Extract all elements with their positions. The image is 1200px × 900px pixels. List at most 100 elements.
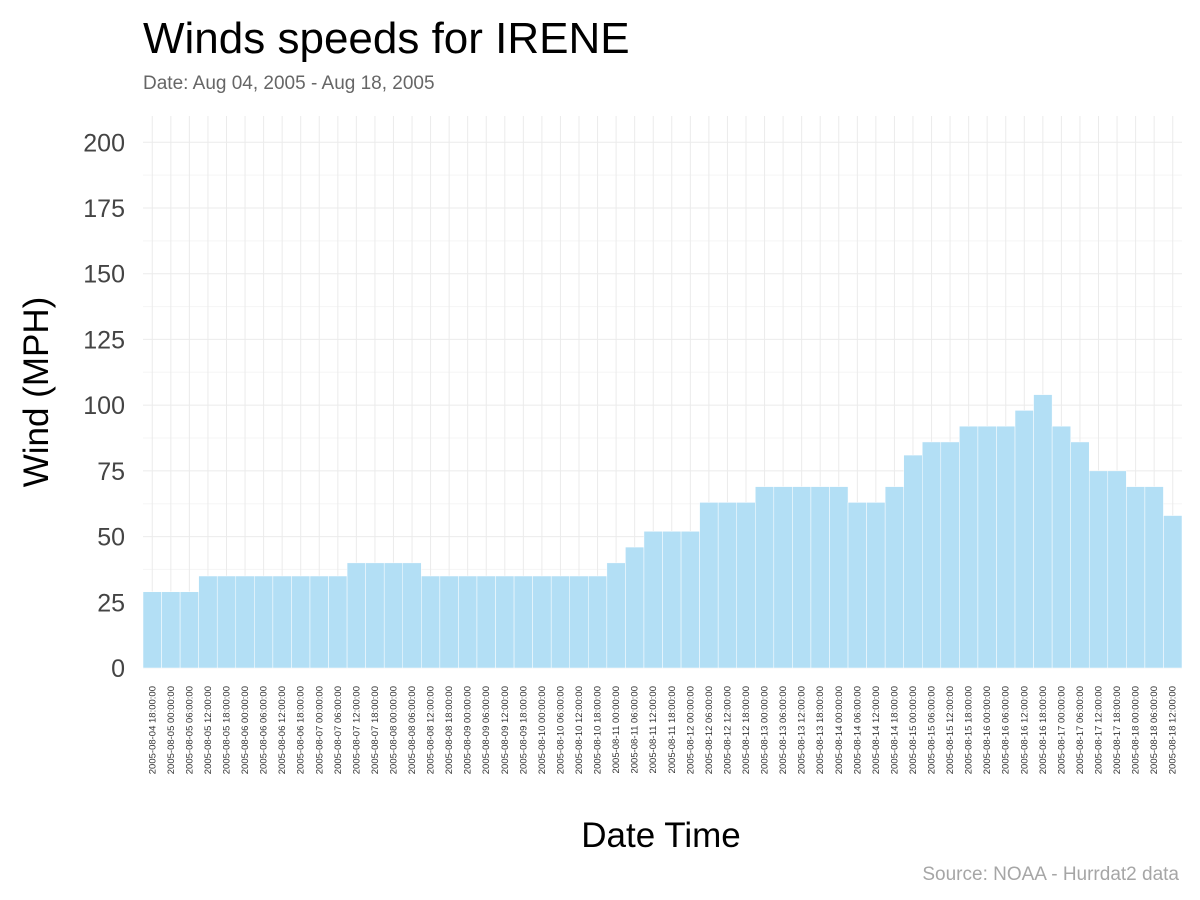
x-tick-label: 2005-08-11 06:00:00 <box>630 686 641 774</box>
x-tick-label: 2005-08-15 18:00:00 <box>964 686 975 774</box>
bar <box>365 562 385 669</box>
x-tick-label: 2005-08-13 06:00:00 <box>778 686 789 774</box>
x-tick-label: 2005-08-14 12:00:00 <box>871 686 882 774</box>
bar <box>940 441 960 669</box>
y-tick-label: 125 <box>83 326 125 354</box>
x-tick-label: 2005-08-07 12:00:00 <box>351 686 362 774</box>
bar <box>736 502 756 669</box>
x-tick-label: 2005-08-09 18:00:00 <box>518 686 529 774</box>
x-tick-label: 2005-08-10 12:00:00 <box>574 686 585 774</box>
x-tick-label: 2005-08-11 18:00:00 <box>667 686 678 774</box>
y-axis-title: Wind (MPH) <box>17 297 56 488</box>
bar <box>1014 410 1034 669</box>
bar <box>717 502 737 669</box>
bar <box>810 486 830 669</box>
bar <box>513 575 533 669</box>
bar <box>1107 470 1127 669</box>
bar <box>1126 486 1146 669</box>
bar <box>903 454 923 669</box>
x-tick-label: 2005-08-07 06:00:00 <box>333 686 344 774</box>
x-tick-label: 2005-08-18 06:00:00 <box>1149 686 1160 774</box>
x-tick-label: 2005-08-06 00:00:00 <box>240 686 251 774</box>
y-tick-label: 175 <box>83 195 125 223</box>
bar <box>476 575 496 669</box>
bar <box>625 546 645 669</box>
x-tick-label: 2005-08-10 00:00:00 <box>537 686 548 774</box>
bar <box>1033 394 1053 669</box>
x-tick-label: 2005-08-16 00:00:00 <box>982 686 993 774</box>
bar <box>959 425 979 669</box>
y-tick-label: 100 <box>83 392 125 420</box>
bar <box>922 441 942 669</box>
x-tick-label: 2005-08-14 00:00:00 <box>834 686 845 774</box>
source-caption: Source: NOAA - Hurrdat2 data <box>922 864 1179 885</box>
x-tick-label: 2005-08-12 18:00:00 <box>741 686 752 774</box>
bar <box>643 531 663 669</box>
bar <box>606 562 626 669</box>
x-tick-label: 2005-08-16 12:00:00 <box>1019 686 1030 774</box>
bar <box>996 425 1016 669</box>
x-tick-label: 2005-08-08 18:00:00 <box>444 686 455 774</box>
bar <box>1144 486 1164 669</box>
x-tick-label: 2005-08-07 00:00:00 <box>314 686 325 774</box>
x-axis-title: Date Time <box>581 816 741 855</box>
x-tick-label: 2005-08-07 18:00:00 <box>370 686 381 774</box>
bar <box>161 591 181 669</box>
x-tick-label: 2005-08-13 18:00:00 <box>815 686 826 774</box>
x-tick-label: 2005-08-09 12:00:00 <box>500 686 511 774</box>
x-tick-label: 2005-08-14 06:00:00 <box>852 686 863 774</box>
x-tick-label: 2005-08-18 12:00:00 <box>1168 686 1179 774</box>
bar <box>699 502 719 669</box>
x-tick-label: 2005-08-08 06:00:00 <box>407 686 418 774</box>
x-tick-label: 2005-08-16 06:00:00 <box>1001 686 1012 774</box>
y-tick-label: 0 <box>111 655 125 683</box>
bar <box>792 486 812 669</box>
bar <box>198 575 218 669</box>
bar <box>847 502 867 669</box>
x-tick-label: 2005-08-05 12:00:00 <box>203 686 214 774</box>
bar <box>680 531 700 669</box>
y-tick-label: 150 <box>83 261 125 289</box>
x-tick-label: 2005-08-15 00:00:00 <box>908 686 919 774</box>
bar <box>773 486 793 669</box>
x-tick-label: 2005-08-05 00:00:00 <box>166 686 177 774</box>
y-tick-label: 75 <box>97 458 125 486</box>
x-tick-label: 2005-08-16 18:00:00 <box>1038 686 1049 774</box>
y-tick-label: 50 <box>97 524 125 552</box>
x-tick-label: 2005-08-06 06:00:00 <box>259 686 270 774</box>
bar <box>829 486 849 669</box>
bar <box>1051 425 1071 669</box>
bar <box>216 575 237 669</box>
bar <box>884 486 904 669</box>
bar <box>439 575 459 669</box>
x-tick-label: 2005-08-17 12:00:00 <box>1094 686 1105 774</box>
x-tick-label: 2005-08-04 18:00:00 <box>147 686 158 774</box>
bar <box>346 562 366 669</box>
x-tick-label: 2005-08-12 06:00:00 <box>704 686 715 774</box>
x-tick-label: 2005-08-06 18:00:00 <box>296 686 307 774</box>
x-tick-label: 2005-08-14 18:00:00 <box>889 686 900 774</box>
x-tick-label: 2005-08-12 00:00:00 <box>685 686 696 774</box>
bar <box>1070 441 1090 669</box>
bar <box>1163 515 1183 669</box>
x-tick-label: 2005-08-09 06:00:00 <box>481 686 492 774</box>
x-tick-label: 2005-08-10 06:00:00 <box>555 686 566 774</box>
y-tick-label: 200 <box>83 129 125 157</box>
bar <box>458 575 478 669</box>
bar <box>309 575 329 669</box>
bar <box>662 531 682 669</box>
x-tick-label: 2005-08-17 00:00:00 <box>1056 686 1067 774</box>
x-tick-label: 2005-08-08 12:00:00 <box>426 686 437 774</box>
y-tick-label: 25 <box>97 589 125 617</box>
bar <box>977 425 997 669</box>
bar <box>328 575 348 669</box>
x-tick-label: 2005-08-08 00:00:00 <box>388 686 399 774</box>
x-tick-label: 2005-08-17 06:00:00 <box>1075 686 1086 774</box>
bar <box>755 486 775 669</box>
bar <box>272 575 292 669</box>
x-tick-label: 2005-08-15 06:00:00 <box>927 686 938 774</box>
bar <box>1088 470 1109 669</box>
x-tick-label: 2005-08-05 18:00:00 <box>221 686 232 774</box>
bar <box>235 575 255 669</box>
